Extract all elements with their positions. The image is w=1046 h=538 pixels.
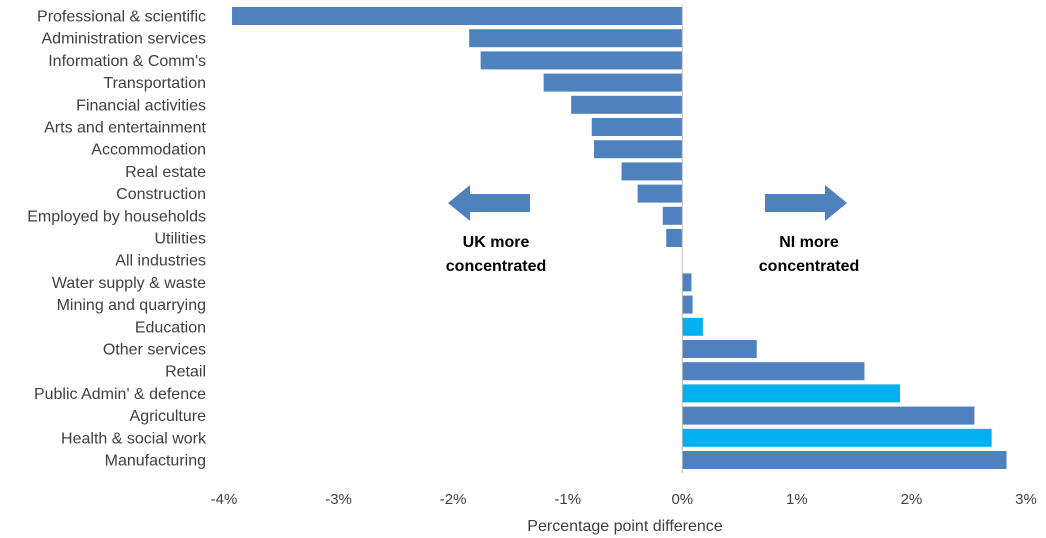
category-label-public-admin-defence: Public Admin' & defence bbox=[34, 386, 206, 403]
category-label-transportation: Transportation bbox=[103, 75, 206, 92]
bar-health-social-work bbox=[682, 428, 992, 447]
category-label-water-supply-waste: Water supply & waste bbox=[52, 275, 206, 292]
uk-annotation-line-2: concentrated bbox=[446, 258, 546, 275]
bar-financial-activities bbox=[571, 95, 683, 114]
bar-manufacturing bbox=[682, 451, 1007, 469]
category-labels: Professional & scientific Administration … bbox=[27, 9, 207, 470]
category-label-manufacturing: Manufacturing bbox=[105, 453, 206, 470]
x-tick-label: 3% bbox=[1015, 491, 1037, 508]
category-label-information-comm-s: Information & Comm's bbox=[48, 53, 206, 70]
bar-real-estate bbox=[621, 162, 683, 181]
bar-arts-and-entertainment bbox=[591, 118, 683, 136]
category-label-real-estate: Real estate bbox=[125, 164, 206, 181]
bar-agriculture bbox=[682, 406, 975, 425]
bars-group bbox=[232, 7, 1007, 469]
ni-annotation-line-1: NI more bbox=[779, 234, 839, 251]
bar-other-services bbox=[682, 340, 757, 358]
bar-transportation bbox=[543, 73, 683, 92]
bar-information-comm-s bbox=[480, 51, 683, 70]
category-label-professional-scientific: Professional & scientific bbox=[37, 9, 206, 26]
x-axis-title: Percentage point difference bbox=[527, 518, 723, 535]
bar-employed-by-households bbox=[662, 206, 683, 225]
x-tick-label: -3% bbox=[325, 491, 352, 508]
x-tick-label: 0% bbox=[671, 491, 693, 508]
category-label-employed-by-households: Employed by households bbox=[27, 208, 206, 225]
ni-annotation: NI more concentrated bbox=[759, 185, 859, 275]
bar-retail bbox=[682, 362, 865, 381]
arrow-right-icon bbox=[765, 185, 847, 221]
category-label-agriculture: Agriculture bbox=[130, 408, 207, 425]
x-tick-label: 2% bbox=[901, 491, 923, 508]
category-label-utilities: Utilities bbox=[154, 231, 206, 248]
category-label-education: Education bbox=[135, 319, 206, 336]
category-label-health-social-work: Health & social work bbox=[61, 430, 207, 447]
category-label-arts-and-entertainment: Arts and entertainment bbox=[44, 120, 206, 137]
x-tick-label: -1% bbox=[554, 491, 581, 508]
bar-administration-services bbox=[469, 29, 683, 48]
bar-education bbox=[682, 317, 703, 336]
bar-utilities bbox=[666, 229, 683, 247]
bar-mining-and-quarrying bbox=[682, 295, 693, 314]
x-tick-label: -4% bbox=[211, 491, 238, 508]
category-label-retail: Retail bbox=[165, 364, 206, 381]
category-label-construction: Construction bbox=[116, 186, 206, 203]
ni-annotation-line-2: concentrated bbox=[759, 258, 859, 275]
category-label-all-industries: All industries bbox=[115, 253, 206, 270]
bar-professional-scientific bbox=[232, 7, 683, 25]
bar-construction bbox=[637, 184, 683, 203]
x-tick-label: -2% bbox=[440, 491, 467, 508]
bar-public-admin-defence bbox=[682, 384, 900, 403]
uk-annotation: UK more concentrated bbox=[446, 185, 546, 275]
category-label-financial-activities: Financial activities bbox=[76, 97, 206, 114]
category-label-administration-services: Administration services bbox=[42, 31, 207, 48]
uk-annotation-line-1: UK more bbox=[463, 234, 530, 251]
bar-water-supply-waste bbox=[682, 273, 692, 292]
category-label-accommodation: Accommodation bbox=[91, 142, 206, 159]
x-tick-labels: -4% -3% -2% -1% 0% 1% 2% 3% bbox=[211, 491, 1037, 508]
category-label-other-services: Other services bbox=[103, 342, 206, 359]
bar-accommodation bbox=[594, 140, 683, 159]
x-tick-label: 1% bbox=[786, 491, 808, 508]
arrow-left-icon bbox=[448, 185, 530, 221]
category-label-mining-and-quarrying: Mining and quarrying bbox=[57, 297, 206, 314]
